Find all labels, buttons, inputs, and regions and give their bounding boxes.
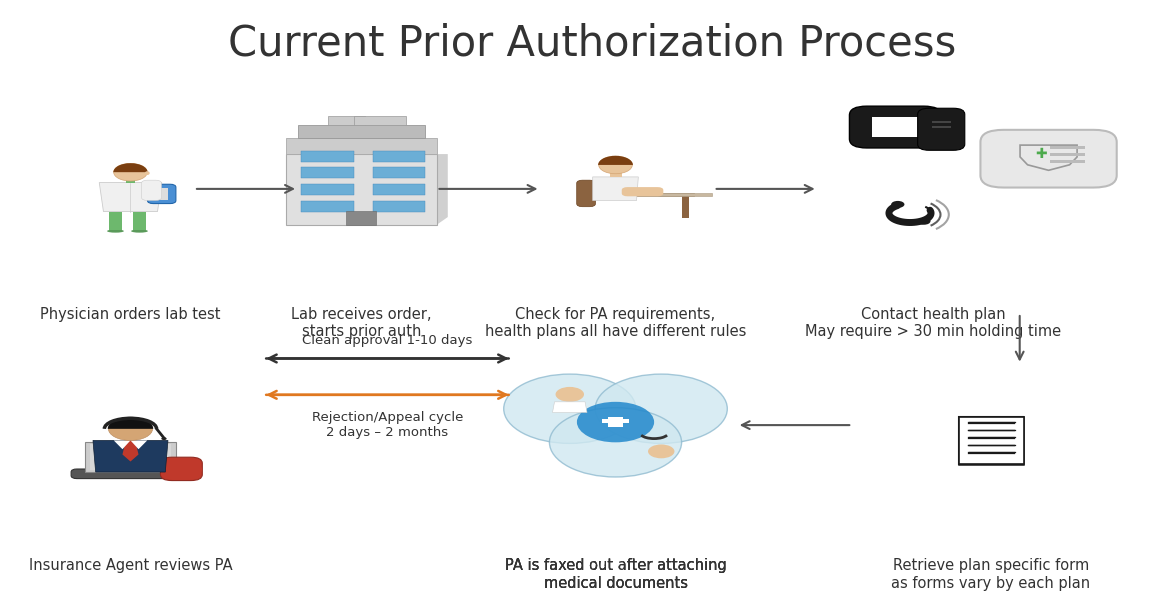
FancyBboxPatch shape (298, 125, 425, 138)
FancyBboxPatch shape (609, 171, 621, 177)
FancyBboxPatch shape (302, 151, 353, 162)
FancyBboxPatch shape (603, 193, 711, 196)
FancyBboxPatch shape (85, 442, 176, 472)
Text: ✚: ✚ (1035, 147, 1047, 161)
FancyBboxPatch shape (161, 457, 202, 481)
FancyBboxPatch shape (1050, 160, 1085, 163)
Polygon shape (122, 440, 139, 462)
FancyBboxPatch shape (133, 212, 146, 230)
FancyBboxPatch shape (871, 117, 919, 137)
FancyBboxPatch shape (850, 106, 942, 148)
Polygon shape (100, 182, 162, 212)
Ellipse shape (144, 171, 150, 175)
Circle shape (599, 156, 633, 174)
FancyBboxPatch shape (372, 201, 425, 212)
Text: Lab receives order,
starts prior auth: Lab receives order, starts prior auth (291, 307, 432, 340)
Polygon shape (553, 402, 587, 413)
Circle shape (648, 445, 674, 458)
FancyBboxPatch shape (1050, 153, 1085, 156)
Circle shape (555, 387, 583, 402)
Polygon shape (286, 154, 447, 225)
FancyBboxPatch shape (576, 180, 595, 207)
FancyBboxPatch shape (148, 184, 176, 204)
FancyBboxPatch shape (142, 180, 162, 200)
Wedge shape (108, 417, 154, 429)
FancyBboxPatch shape (302, 201, 353, 212)
FancyBboxPatch shape (302, 184, 353, 195)
FancyBboxPatch shape (286, 154, 437, 225)
Text: Clean approval 1-10 days: Clean approval 1-10 days (302, 334, 473, 347)
Circle shape (917, 218, 931, 225)
FancyBboxPatch shape (72, 469, 190, 478)
FancyBboxPatch shape (372, 151, 425, 162)
Circle shape (595, 374, 728, 443)
Ellipse shape (131, 230, 148, 233)
FancyBboxPatch shape (372, 184, 425, 195)
Text: Contact health plan
May require > 30 min holding time: Contact health plan May require > 30 min… (805, 307, 1061, 340)
FancyBboxPatch shape (328, 116, 365, 125)
FancyBboxPatch shape (155, 188, 168, 200)
FancyBboxPatch shape (959, 417, 1024, 464)
FancyBboxPatch shape (893, 138, 902, 141)
Text: PA is faxed out after attaching
medical documents: PA is faxed out after attaching medical … (505, 558, 727, 591)
FancyBboxPatch shape (346, 211, 377, 225)
FancyBboxPatch shape (980, 130, 1116, 187)
Circle shape (108, 418, 153, 440)
Text: PA is faxed out after attaching
medical documents: PA is faxed out after attaching medical … (505, 558, 727, 591)
Text: PA is faxed out after attaching
medical documents: PA is faxed out after attaching medical … (505, 558, 727, 591)
Circle shape (549, 408, 682, 477)
FancyBboxPatch shape (888, 141, 909, 144)
Circle shape (891, 201, 904, 208)
Text: Retrieve plan specific form
as forms vary by each plan: Retrieve plan specific form as forms var… (891, 558, 1091, 591)
Circle shape (114, 163, 147, 181)
FancyBboxPatch shape (959, 417, 1023, 464)
Text: Check for PA requirements,
health plans all have different rules: Check for PA requirements, health plans … (485, 307, 747, 340)
FancyBboxPatch shape (918, 108, 965, 150)
Polygon shape (93, 440, 168, 472)
Wedge shape (598, 156, 633, 165)
Circle shape (504, 374, 636, 443)
FancyBboxPatch shape (109, 212, 122, 230)
FancyBboxPatch shape (286, 138, 437, 154)
Ellipse shape (107, 230, 124, 233)
FancyBboxPatch shape (603, 193, 694, 196)
Text: Current Prior Authorization Process: Current Prior Authorization Process (228, 22, 957, 64)
FancyBboxPatch shape (959, 416, 1024, 464)
Text: Rejection/Appeal cycle
2 days – 2 months: Rejection/Appeal cycle 2 days – 2 months (312, 411, 463, 439)
Polygon shape (114, 440, 130, 449)
FancyBboxPatch shape (602, 419, 629, 423)
FancyBboxPatch shape (932, 126, 951, 128)
Circle shape (161, 437, 167, 440)
FancyBboxPatch shape (622, 187, 663, 196)
Polygon shape (130, 440, 147, 449)
FancyBboxPatch shape (123, 433, 137, 440)
Circle shape (576, 402, 654, 442)
Text: PA is: PA is (591, 558, 629, 573)
FancyBboxPatch shape (90, 445, 170, 470)
Polygon shape (593, 177, 639, 201)
FancyBboxPatch shape (372, 168, 425, 179)
FancyBboxPatch shape (682, 195, 689, 218)
FancyBboxPatch shape (126, 165, 135, 182)
FancyBboxPatch shape (353, 116, 406, 125)
Text: Physician orders lab test: Physician orders lab test (40, 307, 221, 322)
Wedge shape (114, 163, 148, 172)
Polygon shape (1020, 145, 1077, 170)
FancyBboxPatch shape (302, 168, 353, 179)
FancyBboxPatch shape (1050, 146, 1085, 149)
FancyBboxPatch shape (608, 417, 622, 427)
FancyBboxPatch shape (126, 173, 135, 179)
FancyBboxPatch shape (932, 121, 951, 123)
Text: Insurance Agent reviews PA: Insurance Agent reviews PA (28, 558, 232, 573)
